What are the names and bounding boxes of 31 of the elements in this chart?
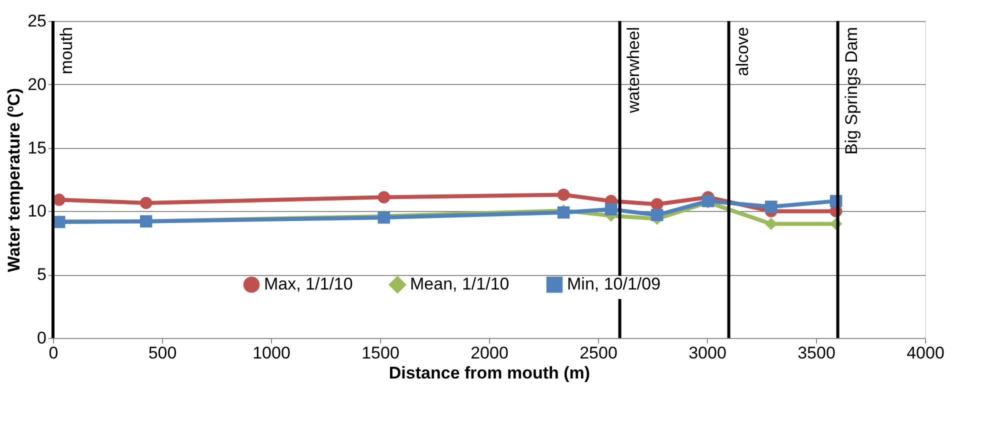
y-axis-title: Water temperature (ºC) <box>4 88 24 272</box>
ref-line-label: mouth <box>57 27 76 74</box>
x-tick-label: 3000 <box>688 344 726 362</box>
point <box>378 191 390 204</box>
point <box>650 198 664 210</box>
point <box>557 188 570 201</box>
ref-line-label: waterwheel <box>624 27 643 114</box>
x-tick-label: 0 <box>48 344 58 362</box>
point <box>650 208 664 222</box>
x-tick-label: 1500 <box>362 344 400 362</box>
y-tick-label: 10 <box>28 202 46 221</box>
point <box>604 203 618 216</box>
x-axis-title: Distance from mouth (m) <box>388 364 590 382</box>
legend-label: Mean, 1/1/10 <box>410 274 510 294</box>
x-tick-label: 500 <box>148 344 177 362</box>
x-tick-label: 3500 <box>798 344 836 362</box>
point <box>140 196 152 210</box>
x-tick-label: 1000 <box>252 344 290 362</box>
point <box>764 200 778 213</box>
legend-label: Max, 1/1/10 <box>264 274 353 294</box>
x-tick-label: 2500 <box>580 344 618 362</box>
y-tick-label: 5 <box>37 265 46 284</box>
y-tick-label: 15 <box>28 138 46 158</box>
x-tick-label: 4000 <box>906 344 944 362</box>
y-tick-label: 20 <box>28 74 46 94</box>
ref-line-label: alcove <box>732 27 752 76</box>
legend-label: Min, 10/1/09 <box>567 274 661 294</box>
x-tick-label: 2000 <box>470 344 508 362</box>
ref-line-label: Big Springs Dam <box>842 27 861 155</box>
y-tick-label: 0 <box>37 328 46 348</box>
y-tick-label: 25 <box>28 12 46 30</box>
